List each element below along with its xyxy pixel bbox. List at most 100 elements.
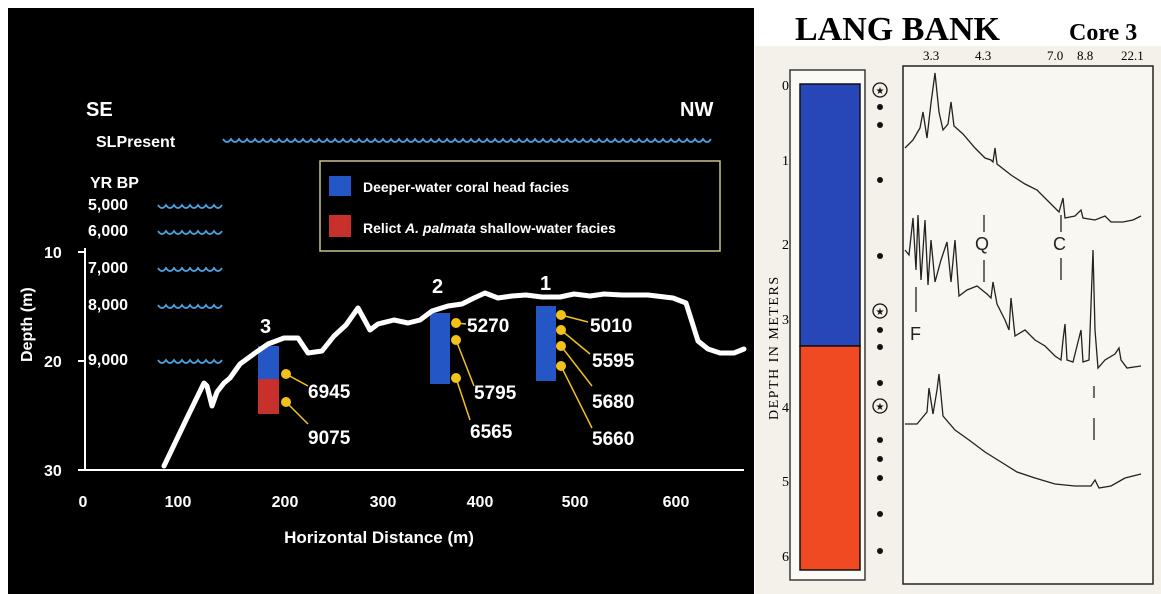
- yr-bp-row: 6,000: [88, 223, 223, 240]
- seafloor-profile: [161, 290, 747, 469]
- top-scale-label: 4.3: [975, 48, 991, 63]
- sample-dot: [877, 456, 883, 462]
- paleo-sea-level-wave: [157, 203, 223, 209]
- leader-line: [455, 339, 475, 387]
- x-axis: 0 100 200 300 400 500 600 Horizontal Dis…: [79, 469, 744, 547]
- date-sample-dot: [556, 325, 566, 335]
- yr-bp-label: 8,000: [88, 297, 128, 314]
- top-scale-label: 8.8: [1077, 48, 1093, 63]
- sample-dot: [877, 327, 883, 333]
- depth-tick: 1: [782, 154, 789, 169]
- x-tick-label: 300: [370, 494, 397, 511]
- star-icon: ★: [876, 86, 885, 97]
- core-3-age: 9075: [308, 428, 351, 449]
- spectral-traces: [904, 72, 1142, 489]
- peak-markers: [915, 215, 1095, 440]
- y-tick-label: 30: [44, 463, 62, 480]
- cross-section-panel: SE NW SLPresent YR BP 5,000 6,000 7,000 …: [8, 8, 754, 594]
- sea-level-present-label: SLPresent: [96, 134, 176, 151]
- core-log-diagram: LANG BANK Core 3 0 1 2 3 4 5 6 DEPTH IN …: [755, 11, 1161, 594]
- core-log-panel: LANG BANK Core 3 0 1 2 3 4 5 6 DEPTH IN …: [755, 0, 1161, 594]
- leader-line: [455, 377, 471, 421]
- legend-blue-label: Deeper-water coral head facies: [363, 179, 569, 195]
- date-sample-dot: [451, 373, 461, 383]
- sample-star-marker: [872, 82, 888, 98]
- depth-tick: 3: [782, 313, 789, 328]
- sample-dot: [877, 104, 883, 110]
- core-1-age: 5660: [592, 429, 634, 450]
- cross-section-diagram: SE NW SLPresent YR BP 5,000 6,000 7,000 …: [19, 99, 747, 547]
- trace-2: [904, 214, 1142, 370]
- date-sample-dot: [281, 397, 291, 407]
- yr-bp-row: 7,000: [88, 260, 223, 277]
- yr-bp-row: 8,000: [88, 297, 223, 314]
- paleo-sea-level-wave: [157, 303, 223, 309]
- leader-line: [560, 365, 593, 429]
- core-3-label: 3: [260, 316, 271, 338]
- date-sample-dots: [281, 310, 566, 407]
- legend: Deeper-water coral head facies Relict A.…: [319, 160, 721, 252]
- paleo-sea-level-wave: [157, 358, 223, 364]
- trace-1: [904, 72, 1142, 223]
- date-sample-dot: [281, 369, 291, 379]
- yr-bp-label: 6,000: [88, 223, 128, 240]
- sample-dot: [877, 548, 883, 554]
- core-title: LANG BANK: [795, 11, 1001, 48]
- yr-bp-label: 7,000: [88, 260, 128, 277]
- paleo-sea-level-wave: [157, 229, 223, 235]
- core-2-age: 6565: [470, 422, 513, 443]
- core-number: Core 3: [1069, 20, 1137, 46]
- paleo-sea-level-wave: [157, 266, 223, 272]
- sample-dot: [877, 437, 883, 443]
- depth-tick: 6: [782, 550, 789, 565]
- sample-markers: ★ ★ ★: [872, 82, 888, 554]
- date-sample-dot: [451, 318, 461, 328]
- core-2-age: 5795: [474, 383, 517, 404]
- core-1-age: 5595: [592, 351, 635, 372]
- x-tick-label: 100: [165, 494, 192, 511]
- x-tick-label: 500: [562, 494, 589, 511]
- sample-dot: [877, 122, 883, 128]
- sample-dot: [877, 475, 883, 481]
- core-3-blue-facies: [258, 346, 279, 379]
- core-1-label: 1: [540, 273, 551, 295]
- core-2-label: 2: [432, 276, 443, 298]
- core-1-age: 5680: [592, 392, 634, 413]
- core-3: [258, 346, 279, 414]
- star-icon: ★: [876, 402, 885, 413]
- date-sample-dot: [556, 310, 566, 320]
- trace-3: [905, 373, 1142, 489]
- y-tick-label: 20: [44, 354, 62, 371]
- peak-label-q: Q: [975, 234, 989, 254]
- leader-line: [560, 345, 593, 387]
- x-axis-title: Horizontal Distance (m): [284, 528, 474, 547]
- blue-facies-column: [799, 83, 861, 347]
- trace-frame: [902, 65, 1154, 585]
- nw-label: NW: [680, 99, 713, 121]
- sample-star-marker: [872, 398, 888, 414]
- legend-red-swatch: [329, 215, 351, 237]
- date-sample-dot: [556, 361, 566, 371]
- leader-line: [560, 329, 591, 355]
- sample-star-marker: [872, 303, 888, 319]
- depth-axis-label: DEPTH IN METERS: [767, 275, 782, 420]
- sea-level-present-wave: [222, 137, 712, 143]
- orange-facies-column: [799, 345, 861, 571]
- peak-label-f: F: [910, 324, 921, 344]
- core-2: [430, 313, 450, 384]
- core-2-age: 5270: [467, 316, 509, 337]
- y-axis-title: Depth (m): [19, 287, 36, 362]
- sample-dot: [877, 344, 883, 350]
- depth-tick: 4: [782, 401, 789, 416]
- core-3-red-facies: [258, 379, 279, 414]
- legend-frame: [319, 160, 721, 252]
- x-tick-label: 600: [663, 494, 690, 511]
- yr-bp-row: 5,000: [88, 197, 223, 214]
- core-3-age: 6945: [308, 382, 351, 403]
- legend-blue-swatch: [329, 176, 351, 196]
- legend-red-label: Relict A. palmata shallow-water facies: [363, 220, 616, 236]
- yr-bp-row: 9,000: [88, 352, 223, 369]
- yr-bp-label: 9,000: [88, 352, 128, 369]
- date-sample-dot: [556, 341, 566, 351]
- sample-dot: [877, 177, 883, 183]
